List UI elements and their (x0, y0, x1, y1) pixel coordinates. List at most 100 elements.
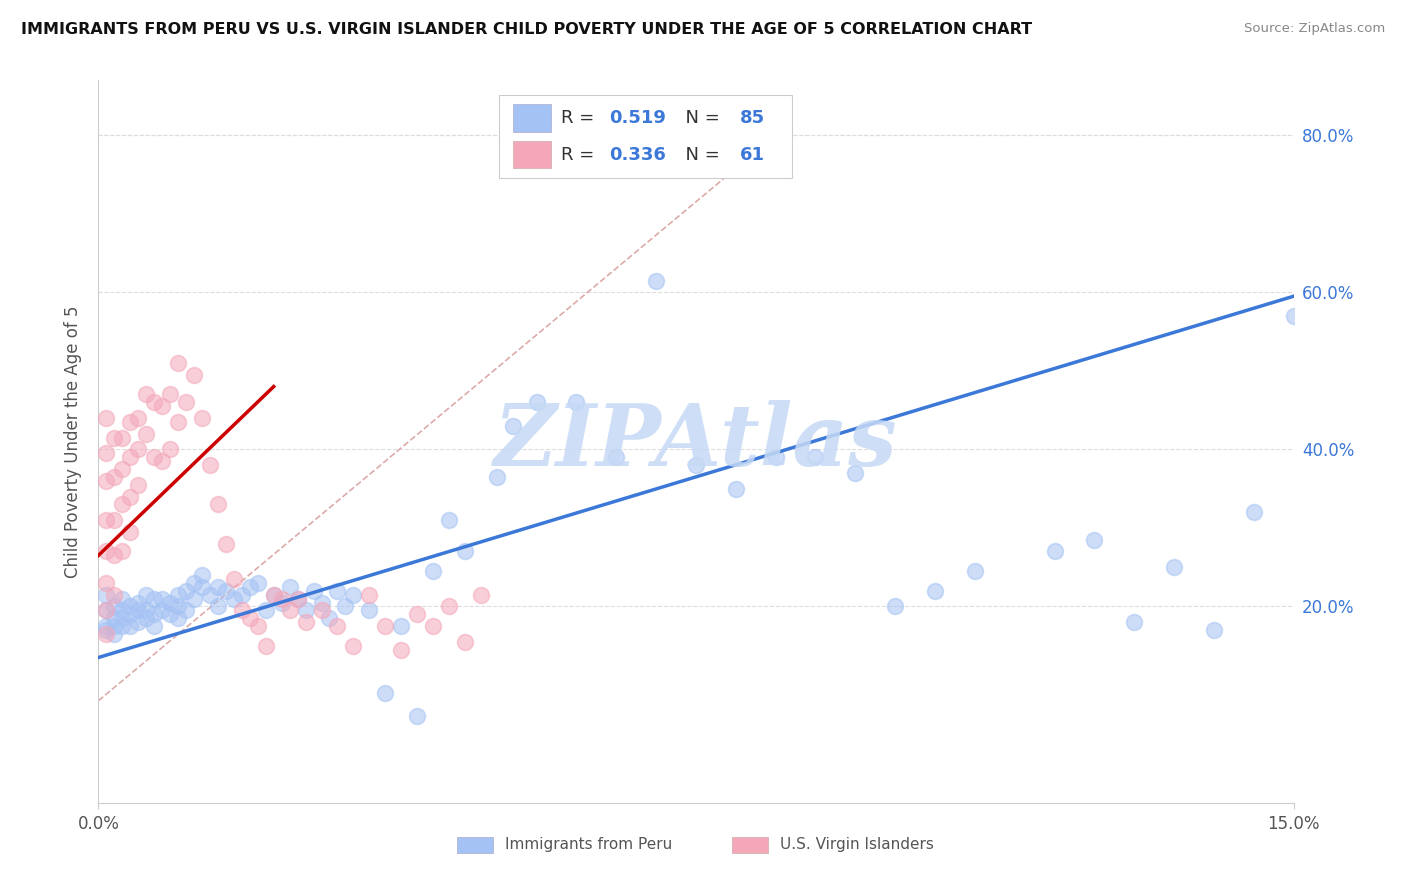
Text: Immigrants from Peru: Immigrants from Peru (505, 838, 672, 852)
Point (127, 442, 149, 457)
Point (174, 603, 197, 617)
Point (342, 588, 364, 602)
FancyBboxPatch shape (513, 141, 551, 169)
Text: 0.336: 0.336 (609, 145, 665, 163)
FancyBboxPatch shape (457, 837, 494, 853)
Point (103, 599, 125, 614)
Point (111, 619, 134, 633)
Point (502, 418, 524, 433)
Point (924, 583, 946, 598)
Point (159, 607, 181, 622)
Point (96, 603, 118, 617)
Point (198, 588, 221, 602)
Point (96, 603, 118, 617)
Point (103, 513, 125, 527)
Point (470, 588, 492, 602)
Point (174, 583, 197, 598)
Point (1163, 560, 1185, 574)
Point (120, 490, 142, 504)
Point (198, 458, 221, 472)
Point (96, 513, 118, 527)
Point (246, 575, 269, 590)
Point (96, 411, 118, 425)
Point (359, 603, 381, 617)
Point (120, 599, 142, 614)
Point (246, 619, 269, 633)
Point (135, 603, 157, 617)
Point (526, 395, 548, 409)
Text: 85: 85 (740, 109, 765, 127)
Point (318, 611, 340, 625)
Point (485, 470, 508, 484)
Point (207, 497, 229, 511)
Point (1083, 533, 1105, 547)
Point (884, 599, 907, 614)
Point (359, 588, 381, 602)
Point (103, 431, 125, 445)
Point (565, 395, 588, 409)
Point (135, 611, 157, 625)
Point (207, 580, 229, 594)
Point (1202, 623, 1225, 637)
FancyBboxPatch shape (733, 837, 768, 853)
Point (127, 411, 149, 425)
Point (96, 619, 118, 633)
Point (374, 686, 396, 700)
Point (96, 623, 118, 637)
Point (278, 603, 301, 617)
Point (231, 603, 253, 617)
Point (120, 524, 142, 539)
Point (150, 399, 173, 413)
Point (287, 591, 309, 606)
Point (143, 591, 166, 606)
Point (103, 470, 125, 484)
Point (326, 583, 349, 598)
Point (335, 599, 357, 614)
FancyBboxPatch shape (499, 95, 792, 178)
Point (605, 450, 627, 465)
Point (111, 462, 134, 476)
Text: 61: 61 (740, 145, 765, 163)
Point (222, 591, 245, 606)
Point (326, 619, 349, 633)
Point (96, 474, 118, 488)
Point (135, 426, 157, 441)
Point (254, 603, 277, 617)
Point (231, 588, 253, 602)
Point (143, 607, 166, 622)
Point (406, 607, 429, 622)
Point (963, 564, 986, 578)
Point (167, 415, 190, 429)
Text: IMMIGRANTS FROM PERU VS U.S. VIRGIN ISLANDER CHILD POVERTY UNDER THE AGE OF 5 CO: IMMIGRANTS FROM PERU VS U.S. VIRGIN ISLA… (21, 22, 1032, 37)
Point (454, 544, 477, 558)
Text: Source: ZipAtlas.com: Source: ZipAtlas.com (1244, 22, 1385, 36)
Point (103, 611, 125, 625)
Point (191, 568, 214, 582)
Point (804, 450, 827, 465)
Point (191, 580, 214, 594)
Point (143, 395, 166, 409)
Point (150, 603, 173, 617)
Point (278, 580, 301, 594)
Point (159, 442, 181, 457)
Point (111, 544, 134, 558)
Point (437, 599, 460, 614)
Point (103, 588, 125, 602)
Point (254, 639, 277, 653)
Point (150, 591, 173, 606)
Point (127, 615, 149, 630)
Point (96, 575, 118, 590)
Point (135, 387, 157, 401)
Text: R =: R = (561, 109, 600, 127)
Point (167, 588, 190, 602)
Point (183, 591, 205, 606)
Point (96, 446, 118, 460)
Point (263, 588, 285, 602)
Text: R =: R = (561, 145, 600, 163)
Point (765, 450, 787, 465)
Point (96, 544, 118, 558)
Text: N =: N = (675, 109, 725, 127)
Point (374, 619, 396, 633)
Point (422, 619, 444, 633)
Point (239, 580, 262, 594)
